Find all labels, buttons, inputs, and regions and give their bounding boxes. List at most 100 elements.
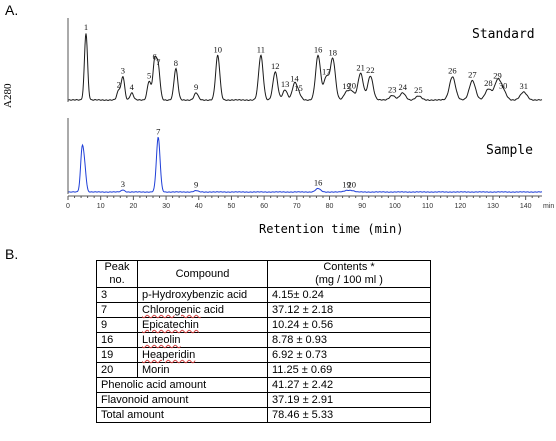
x-tick-label: 140 (520, 203, 532, 210)
x-tick-label: 10 (97, 203, 105, 210)
peak-label-standard-27: 27 (468, 70, 477, 80)
cell-peak-no: 19 (96, 347, 138, 363)
peak-label-standard-3: 3 (121, 66, 125, 76)
peak-label-standard-14: 14 (290, 73, 299, 83)
cell-contents: 11.25 ± 0.69 (267, 362, 431, 378)
header-compound: Compound (137, 260, 268, 288)
peak-label-standard-31: 31 (519, 81, 528, 91)
cell-contents: 10.24 ± 0.56 (267, 317, 431, 333)
peak-label-sample-7: 7 (156, 126, 160, 136)
peak-label-standard-29: 29 (493, 70, 502, 80)
table-row: 20 Morin 11.25 ± 0.69 (96, 362, 431, 378)
sample-trace-group: Sample (67, 118, 543, 194)
x-tick-label: 70 (293, 203, 301, 210)
peak-label-sample-19: 19 (342, 180, 351, 190)
cell-compound: p-Hydroxybenzic acid (137, 287, 268, 303)
x-tick-label: 20 (130, 203, 138, 210)
standard-series-line (67, 33, 543, 102)
x-tick-label: 80 (326, 203, 334, 210)
peak-label-sample-9: 9 (194, 180, 198, 190)
x-tick-label: 0 (66, 203, 70, 210)
cell-peak-no: 7 (96, 302, 138, 318)
peak-label-standard-17: 17 (322, 66, 331, 76)
header-contents-unit: (mg / 100 ml ) (315, 274, 383, 286)
standard-series-label: Standard (472, 27, 535, 42)
x-tick-label: 130 (487, 203, 499, 210)
peak-label-standard-1: 1 (84, 22, 88, 32)
cell-peak-no: 9 (96, 317, 138, 333)
cell-contents: 37.12 ± 2.18 (267, 302, 431, 318)
peak-label-standard-26: 26 (448, 66, 457, 76)
peak-label-standard-15: 15 (294, 83, 303, 93)
peak-label-standard-13: 13 (281, 79, 290, 89)
panel-b-label: B. (5, 246, 19, 262)
peak-label-standard-9: 9 (194, 82, 198, 92)
cell-peak-no: 20 (96, 362, 138, 378)
cell-compound: Luteolin (137, 332, 268, 348)
peak-label-standard-20: 20 (347, 80, 356, 90)
header-contents-title: Contents * (323, 261, 375, 273)
cell-summary-label: Phenolic acid amount (96, 377, 268, 393)
peak-label-standard-24: 24 (398, 82, 407, 92)
peak-label-standard-5: 5 (147, 70, 151, 80)
header-peak-no: Peak no. (96, 260, 138, 288)
cell-compound: Heaperidin (137, 347, 268, 363)
table-summary-row: Phenolic acid amount 41.27 ± 2.42 (96, 377, 431, 393)
table-body: 3 p-Hydroxybenzic acid 4.15± 0.24 7 Chloroge… (96, 287, 431, 423)
peak-label-standard-2: 2 (117, 80, 121, 90)
table-row: 16 Luteolin 8.78 ± 0.93 (96, 332, 431, 348)
peak-label-standard-8: 8 (174, 58, 178, 68)
peak-label-standard-25: 25 (414, 85, 423, 95)
table-summary-row: Flavonoid amount 37.19 ± 2.91 (96, 392, 431, 408)
sample-series-label: Sample (486, 143, 533, 158)
cell-peak-no: 3 (96, 287, 138, 303)
table-summary-row: Total amount 78.46 ± 5.33 (96, 407, 431, 423)
peak-label-sample-20: 20 (347, 180, 356, 190)
cell-peak-no: 16 (96, 332, 138, 348)
peak-label-standard-22: 22 (366, 65, 375, 75)
peak-label-standard-19: 19 (342, 81, 351, 91)
cell-compound: Chlorogenic acid (137, 302, 268, 318)
chromatogram-chart: Standard Sample 0 10 20 30 40 50 60 70 80 90 100 11… (66, 18, 554, 236)
peak-label-standard-30: 30 (499, 80, 508, 90)
table-row: 7 Chlorogenic acid 37.12 ± 2.18 (96, 302, 431, 318)
peak-label-standard-11: 11 (257, 45, 265, 55)
cell-summary-value: 37.19 ± 2.91 (267, 392, 431, 408)
standard-trace-group: Standard (67, 18, 543, 102)
x-tick-label: 60 (260, 203, 268, 210)
peak-label-standard-16: 16 (314, 45, 323, 55)
cell-contents: 4.15± 0.24 (267, 287, 431, 303)
cell-summary-label: Flavonoid amount (96, 392, 268, 408)
x-axis-title: Retention time (min) (259, 222, 404, 236)
cell-summary-value: 78.46 ± 5.33 (267, 407, 431, 423)
peak-label-standard-7: 7 (156, 57, 160, 67)
cell-contents: 6.92 ± 0.73 (267, 347, 431, 363)
peak-label-standard-23: 23 (388, 84, 397, 94)
peak-label-standard-21: 21 (356, 63, 365, 73)
cell-summary-label: Total amount (96, 407, 268, 423)
table-row: 3 p-Hydroxybenzic acid 4.15± 0.24 (96, 287, 431, 303)
peak-label-standard-6: 6 (152, 52, 156, 62)
peak-label-standard-12: 12 (271, 61, 280, 71)
x-tick-label: 100 (389, 203, 401, 210)
x-unit-label: min (543, 203, 554, 210)
x-tick-label: 50 (228, 203, 236, 210)
peak-label-standard-10: 10 (213, 45, 222, 55)
table-row: 9 Epicatechin 10.24 ± 0.56 (96, 317, 431, 333)
x-tick-label: 40 (195, 203, 203, 210)
peak-label-standard-28: 28 (484, 78, 493, 88)
header-contents: Contents * (mg / 100 ml ) (267, 260, 431, 288)
peak-label-standard-4: 4 (130, 82, 135, 92)
peak-label-sample-3: 3 (121, 179, 125, 189)
sample-series-line (67, 136, 543, 193)
x-axis: 0 10 20 30 40 50 60 70 80 90 100 110 120 130 140 min (66, 195, 554, 210)
x-tick-label: 120 (454, 203, 466, 210)
cell-contents: 8.78 ± 0.93 (267, 332, 431, 348)
peak-label-standard-18: 18 (329, 48, 338, 58)
table-header-row: Peak no. Compound Contents * (mg / 100 m… (96, 260, 431, 288)
panel-a-label: A. (5, 2, 19, 18)
cell-compound: Morin (137, 362, 268, 378)
y-axis-title: A280 (2, 83, 14, 108)
cell-summary-value: 41.27 ± 2.42 (267, 377, 431, 393)
